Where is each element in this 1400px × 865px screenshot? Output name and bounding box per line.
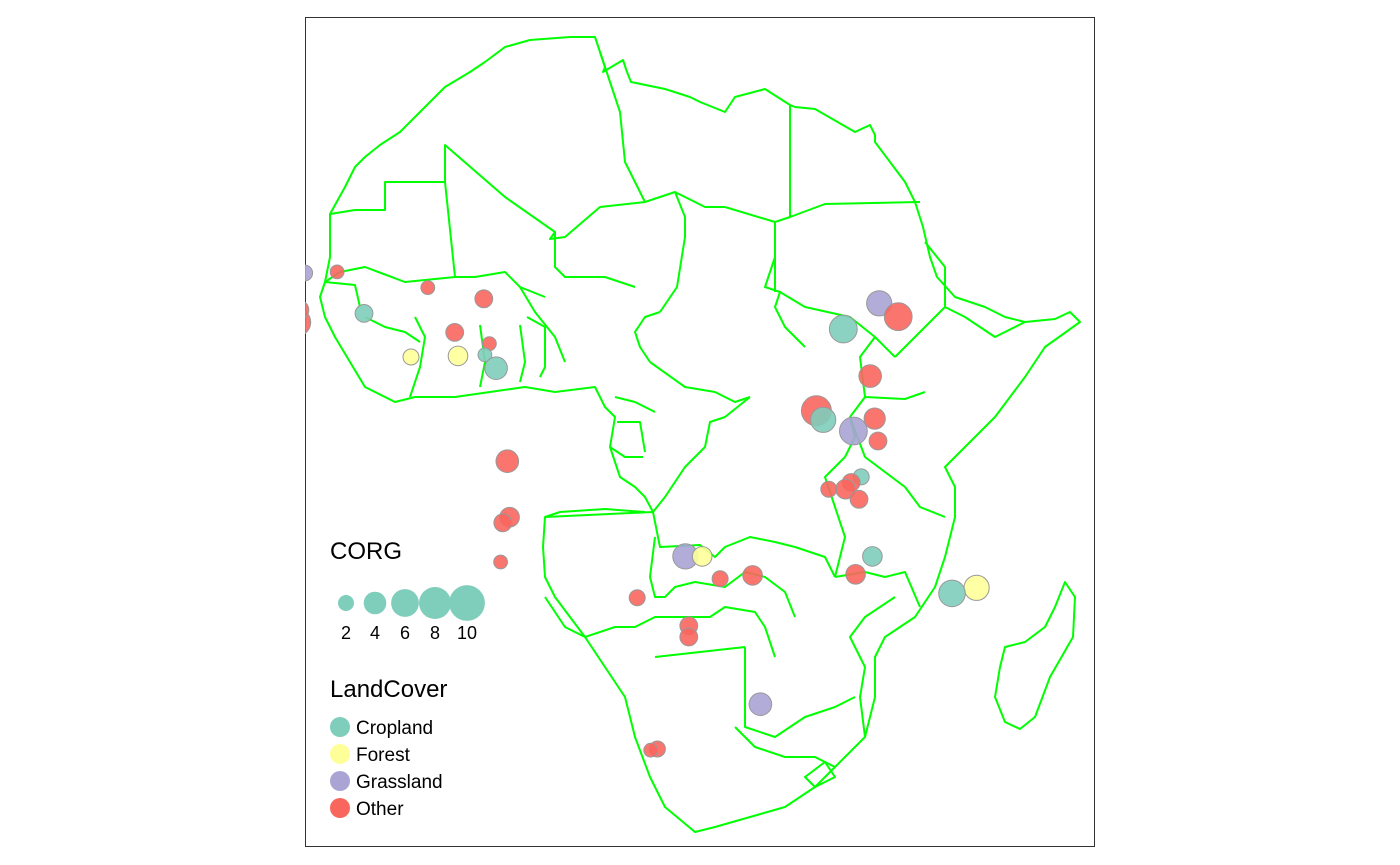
point-other-21 [742,565,763,586]
size-key-label-4: 4 [370,623,380,643]
point-cropland-45 [938,579,966,608]
point-forest-44 [963,574,990,601]
class-key-label-other: Other [356,799,404,820]
size-legend-keys: 2 4 6 8 10 [338,585,485,643]
point-other-8 [445,323,465,342]
point-other-40 [820,480,838,498]
point-forest-19 [691,546,713,567]
point-other-6 [420,280,436,296]
size-key-label-6: 6 [400,623,410,643]
point-cropland-5 [354,304,374,323]
legend-color-title: LandCover [330,676,447,703]
point-other-27 [643,742,659,758]
point-cropland-29 [828,314,858,344]
map-panel: CORG 2 4 6 8 10 LandCover Cropland Forest Gras… [305,17,1095,847]
class-key-grassland [330,771,350,791]
size-key-8 [419,587,451,619]
point-other-22 [628,589,646,607]
point-other-17 [493,554,509,570]
point-other-20 [711,570,729,588]
class-key-forest [330,744,350,764]
point-other-24 [679,627,699,647]
size-key-6 [391,589,419,617]
madagascar-outline [994,581,1076,730]
point-other-31 [858,364,883,388]
point-other-16 [493,513,513,533]
map-svg: CORG 2 4 6 8 10 LandCover Cropland Forest Gras… [305,17,1095,847]
africa-coastline [319,36,1081,833]
size-key-label-10: 10 [457,623,477,643]
class-key-other [330,798,350,818]
point-forest-10 [447,345,469,367]
class-key-label-grassland: Grassland [356,772,443,793]
point-other-32 [863,407,886,430]
class-legend-keys: Cropland Forest Grassland Other [330,717,443,820]
point-other-7 [474,289,494,309]
point-other-41 [849,489,869,509]
legend-size-title: CORG [330,538,402,565]
legend: CORG 2 4 6 8 10 LandCover Cropland Forest Gras… [330,538,485,820]
point-grassland-36 [839,416,868,446]
point-other-33 [868,431,888,451]
point-other-30 [883,302,913,332]
class-key-label-cropland: Cropland [356,718,433,739]
point-other-14 [495,449,520,474]
point-other-43 [845,564,866,585]
class-key-cropland [330,717,350,737]
point-forest-9 [402,348,420,366]
size-key-label-2: 2 [341,623,351,643]
class-key-label-forest: Forest [356,745,411,766]
point-grassland-25 [748,692,773,717]
size-key-4 [363,591,387,615]
point-grassland-28 [866,290,893,317]
point-other-4 [305,301,310,319]
size-key-2 [338,595,354,611]
corg-points [305,264,990,758]
point-cropland-42 [862,546,883,567]
point-cropland-13 [484,356,508,381]
point-grassland-1 [305,264,314,282]
point-cropland-35 [810,406,837,433]
point-cropland-12 [477,347,493,363]
size-key-10 [449,585,485,621]
point-other-2 [329,264,345,280]
size-key-label-8: 8 [430,623,440,643]
map-frame-border [305,17,1095,847]
